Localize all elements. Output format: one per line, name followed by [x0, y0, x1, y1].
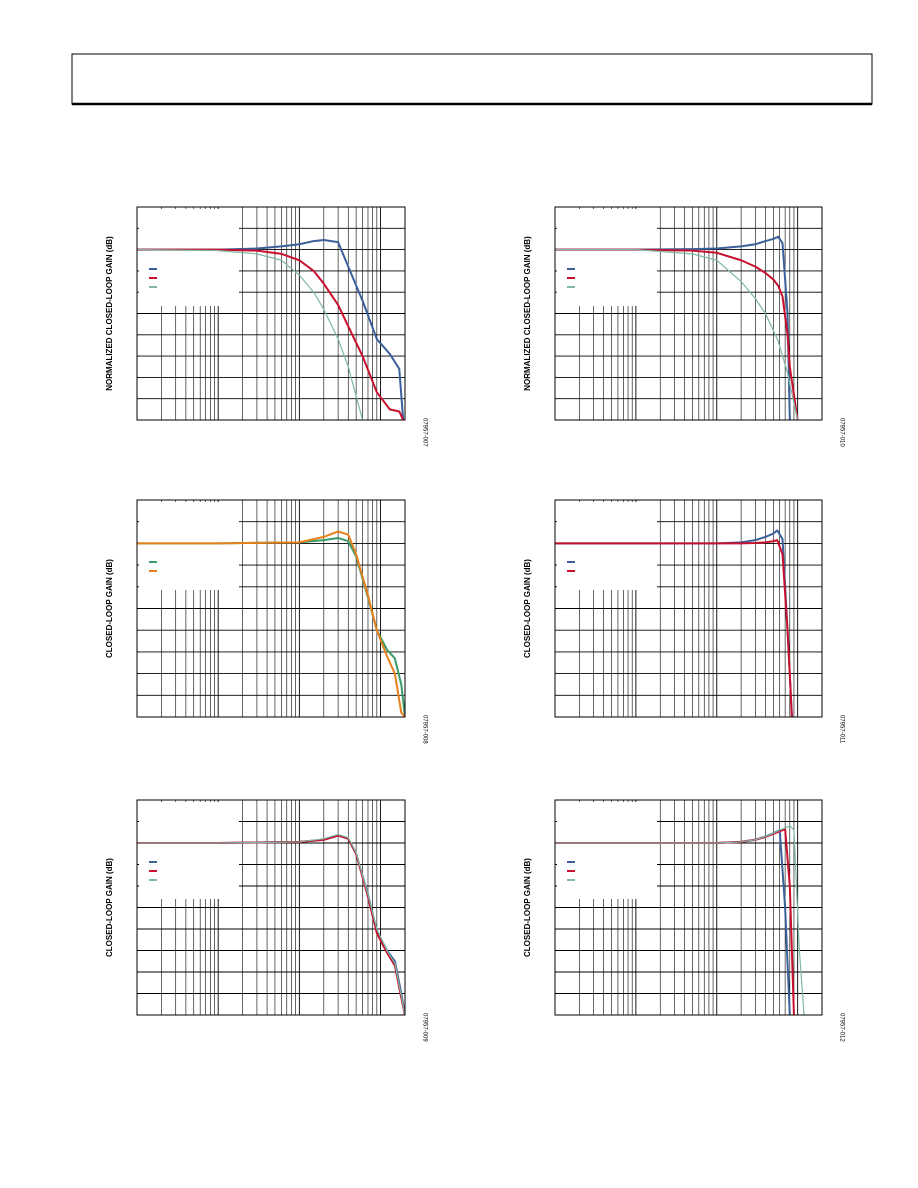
- series-line: [555, 248, 799, 420]
- legend-box: [139, 802, 239, 899]
- figure-code: 07957-011: [838, 715, 844, 744]
- figure-code: 07957-012: [838, 1013, 844, 1042]
- legend-box: [139, 209, 239, 306]
- series-line: [555, 249, 799, 420]
- plot-frame: [554, 206, 823, 421]
- series-line: [137, 249, 364, 420]
- series-line: [555, 825, 805, 1015]
- plot-frame: [136, 799, 406, 1016]
- figure-code: 07957-010: [838, 418, 844, 447]
- y-axis-label: CLOSED-LOOP GAIN (dB): [105, 559, 114, 658]
- legend-box: [557, 502, 657, 590]
- y-axis-label: CLOSED-LOOP GAIN (dB): [105, 858, 114, 957]
- legend-box: [139, 502, 239, 590]
- legend-box: [557, 802, 657, 899]
- plot-frame: [136, 499, 406, 718]
- plot-frame: [554, 799, 823, 1016]
- series-line: [137, 833, 405, 1015]
- figure-code: 07957-009: [421, 1013, 427, 1042]
- figure-code: 07957-007: [421, 418, 427, 447]
- series-line: [137, 239, 405, 420]
- header-box: [71, 53, 873, 105]
- y-axis-label: CLOSED-LOOP GAIN (dB): [523, 559, 532, 658]
- plot-frame: [554, 499, 823, 718]
- y-axis-label: NORMALIZED CLOSED-LOOP GAIN (dB): [105, 236, 114, 391]
- series-line: [555, 235, 791, 420]
- series-line: [137, 248, 405, 420]
- y-axis-label: CLOSED-LOOP GAIN (dB): [523, 858, 532, 957]
- series-line: [137, 530, 405, 717]
- figure-code: 07957-008: [421, 715, 427, 744]
- legend-box: [557, 209, 657, 306]
- series-line: [555, 539, 793, 717]
- plot-frame: [136, 206, 406, 421]
- y-axis-label: NORMALIZED CLOSED-LOOP GAIN (dB): [523, 236, 532, 391]
